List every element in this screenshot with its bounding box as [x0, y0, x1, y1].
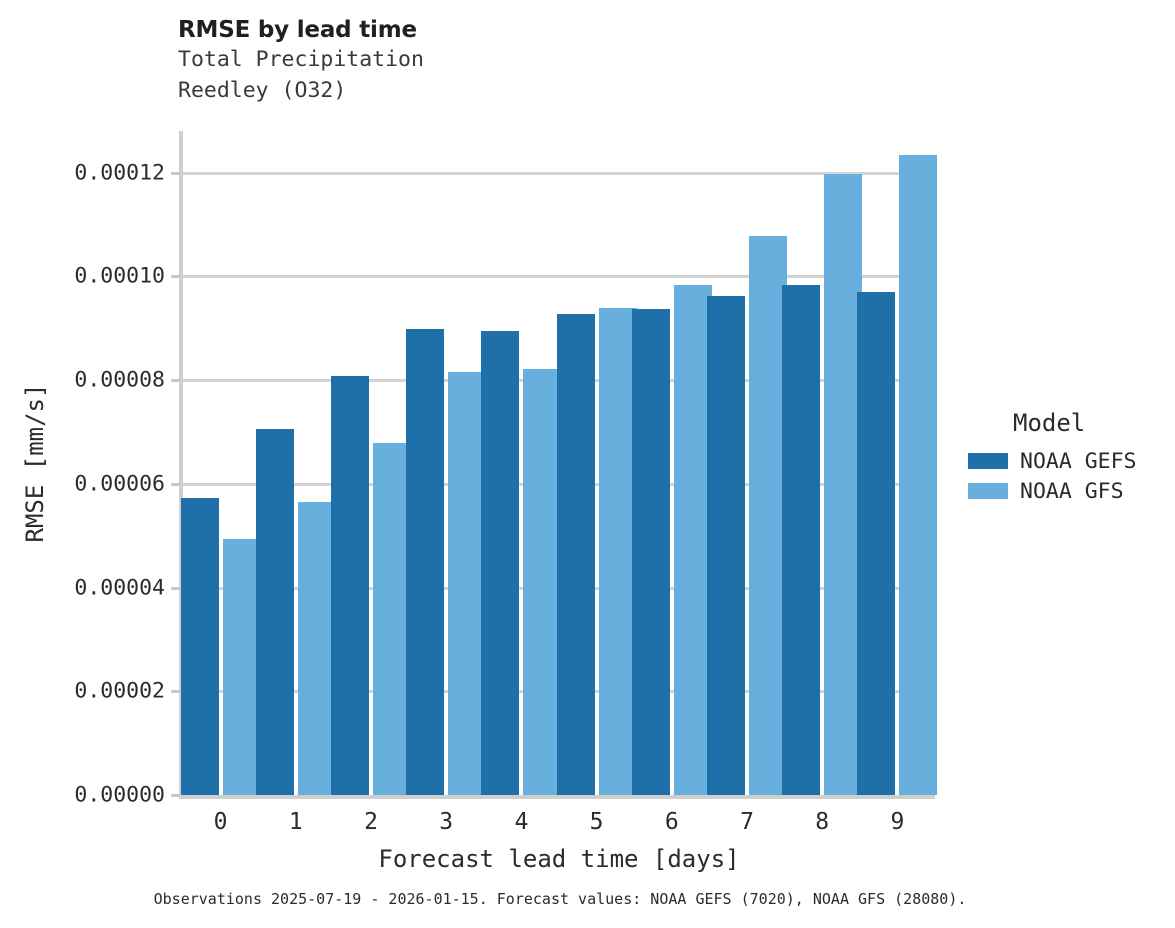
legend-item-label: NOAA GEFS — [1020, 448, 1137, 474]
bar-noaa-gfs-day-6 — [673, 285, 712, 795]
y-axis-tick-label: 0.00008 — [74, 367, 165, 393]
x-axis-tick-label: 4 — [514, 809, 529, 835]
bar-noaa-gefs-day-4 — [481, 331, 520, 795]
bar-noaa-gfs-day-9 — [899, 154, 938, 795]
y-axis-tick — [171, 171, 180, 175]
y-axis-tick — [171, 275, 180, 279]
chart-subtitle-station: Reedley (O32) — [178, 78, 347, 103]
bar-noaa-gfs-day-8 — [824, 173, 863, 795]
y-axis-title: RMSE [mm/s] — [21, 383, 49, 543]
bar-noaa-gfs-day-2 — [373, 442, 411, 795]
y-axis-tick — [171, 690, 180, 694]
title-block: RMSE by lead time Total Precipitation Re… — [178, 16, 878, 106]
y-axis-tick-label: 0.00006 — [74, 471, 165, 496]
x-axis-line — [179, 795, 935, 799]
x-axis-tick-label: 5 — [589, 809, 604, 835]
y-axis-tick-label: 0.00012 — [74, 159, 165, 185]
gridline — [183, 171, 935, 175]
y-axis-tick — [171, 586, 180, 590]
bar-noaa-gfs-day-1 — [297, 502, 336, 795]
bar-noaa-gefs-day-0 — [180, 498, 219, 795]
bar-noaa-gefs-day-6 — [631, 308, 670, 795]
bar-noaa-gfs-day-3 — [448, 371, 487, 795]
legend: Model NOAA GEFS NOAA GFS — [968, 408, 1173, 506]
bar-noaa-gfs-day-7 — [749, 235, 787, 795]
y-axis-tick-label: 0.00010 — [74, 263, 165, 289]
y-axis-tick-label: 0.00000 — [74, 782, 165, 808]
bar-noaa-gefs-day-1 — [255, 429, 294, 795]
y-axis-tick — [171, 794, 180, 797]
y-axis-line — [179, 131, 183, 795]
y-axis-tick — [171, 379, 180, 382]
bar-noaa-gefs-day-3 — [406, 329, 445, 795]
chart-subtitle-variable: Total Precipitation — [178, 47, 424, 72]
plot-area: 0.00000 0.00002 0.00004 0.00006 0.00008 0.000… — [74, 131, 938, 835]
legend-title: Model — [1013, 409, 1086, 437]
x-axis-tick-label: 7 — [740, 809, 754, 835]
legend-item-noaa-gefs[interactable]: NOAA GEFS — [968, 446, 1173, 476]
y-axis-tick-label: 0.00004 — [74, 574, 165, 600]
x-axis-tick-label: 3 — [439, 809, 454, 835]
x-axis-title: Forecast lead time [days] — [378, 845, 740, 873]
bar-noaa-gefs-day-2 — [331, 375, 369, 795]
bar-noaa-gfs-day-4 — [523, 369, 562, 795]
bar-noaa-gefs-day-8 — [782, 285, 821, 795]
legend-swatch-icon — [968, 483, 1008, 499]
bar-noaa-gfs-day-5 — [598, 307, 637, 795]
legend-swatch-icon — [968, 453, 1008, 469]
bar-noaa-gfs-day-0 — [222, 539, 261, 795]
legend-item-noaa-gfs[interactable]: NOAA GFS — [968, 476, 1173, 506]
legend-rows: NOAA GEFS NOAA GFS — [968, 446, 1173, 506]
chart-caption: Observations 2025-07-19 - 2026-01-15. Fo… — [153, 890, 967, 908]
bar-noaa-gefs-day-9 — [857, 291, 896, 795]
legend-item-label: NOAA GFS — [1020, 478, 1124, 504]
y-axis-tick — [171, 482, 180, 486]
y-axis-tick-label: 0.00002 — [74, 678, 165, 704]
gridline — [183, 275, 935, 279]
x-axis-tick-label: 2 — [364, 809, 378, 835]
bar-noaa-gefs-day-7 — [707, 295, 745, 795]
x-axis-tick-label: 6 — [664, 809, 679, 835]
bar-noaa-gefs-day-5 — [556, 313, 595, 795]
x-axis-tick-label: 0 — [213, 809, 228, 835]
x-axis-tick-label: 9 — [890, 809, 905, 835]
page-title: RMSE by lead time — [178, 17, 417, 43]
x-axis-tick-label: 1 — [288, 809, 303, 835]
x-axis-tick-label: 8 — [815, 809, 830, 835]
